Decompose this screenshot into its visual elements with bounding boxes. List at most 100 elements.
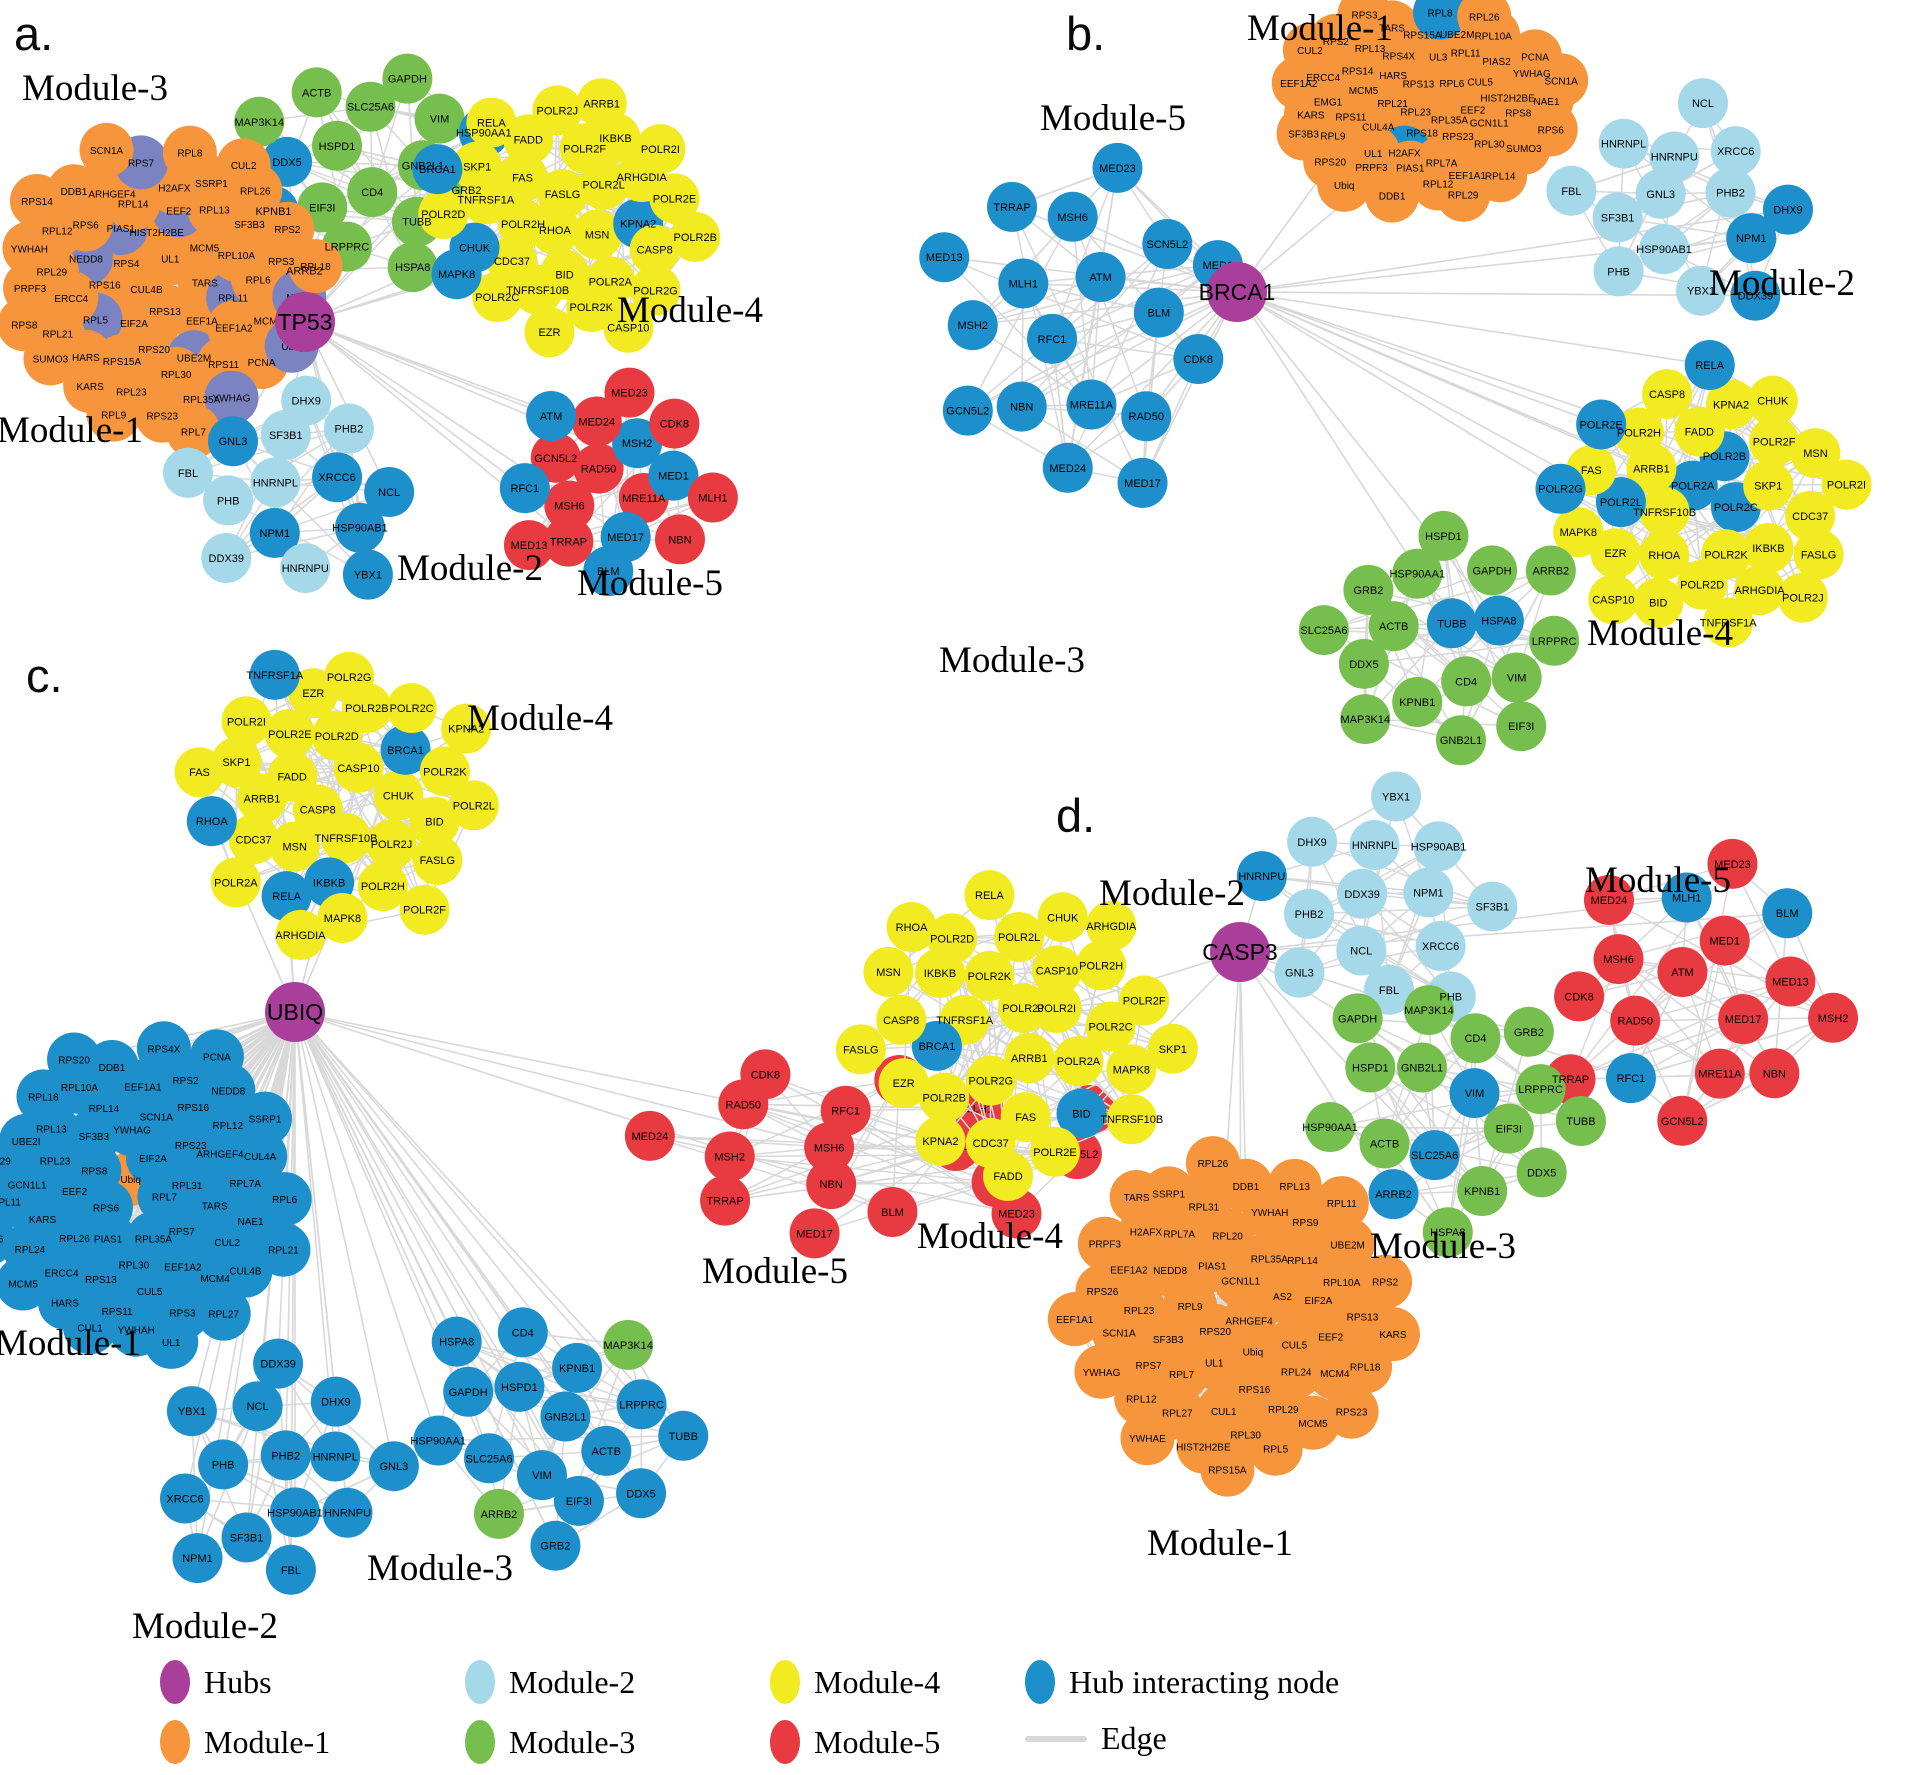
node-SKP1[interactable]	[1743, 460, 1794, 511]
node-POLR2G[interactable]	[1535, 463, 1586, 514]
node-CUL2[interactable]	[216, 138, 271, 193]
node-LRPPRC[interactable]	[1529, 615, 1580, 666]
node-DDB1[interactable]	[1365, 168, 1420, 223]
node-MLH1[interactable]	[1661, 872, 1712, 923]
node-NBN[interactable]	[806, 1159, 857, 1210]
node-TRRAP[interactable]	[987, 181, 1038, 232]
node-RPL8[interactable]	[1413, 0, 1468, 40]
node-HNRNPU[interactable]	[1649, 131, 1700, 182]
node-UBE2M[interactable]	[1320, 1217, 1375, 1272]
node-SCN5L2[interactable]	[1142, 219, 1193, 270]
node-VIM[interactable]	[1449, 1068, 1500, 1119]
node-ATM[interactable]	[1075, 252, 1126, 303]
node-NPM1[interactable]	[172, 1533, 223, 1584]
node-MSH2[interactable]	[1808, 992, 1859, 1043]
node-XRCC6[interactable]	[312, 452, 363, 503]
node-MED13[interactable]	[503, 520, 554, 571]
node-MED13[interactable]	[919, 232, 970, 283]
node-RPS14[interactable]	[9, 173, 64, 228]
node-KPNB1[interactable]	[552, 1342, 603, 1393]
node-RAD50[interactable]	[573, 443, 624, 494]
node-RPL6[interactable]	[257, 1172, 312, 1227]
node-DHX9[interactable]	[1287, 816, 1338, 867]
node-POLR2F[interactable]	[399, 884, 450, 935]
node-HSPA8[interactable]	[1473, 595, 1524, 646]
node-ACTB[interactable]	[1368, 601, 1419, 652]
node-GNL3[interactable]	[1274, 947, 1325, 998]
node-MED23[interactable]	[604, 367, 655, 418]
node-GNL3[interactable]	[208, 416, 259, 467]
node-POLR2H[interactable]	[1613, 407, 1664, 458]
node-TNFRSF10B[interactable]	[1639, 486, 1690, 537]
node-MSN[interactable]	[269, 821, 320, 872]
node-BID[interactable]	[1633, 577, 1684, 628]
node-ARRB1[interactable]	[1004, 1033, 1055, 1084]
node-POLR2I[interactable]	[1031, 982, 1082, 1033]
hub-TP53[interactable]	[275, 292, 335, 352]
node-POLR2J[interactable]	[366, 819, 417, 870]
node-POLR2L[interactable]	[994, 912, 1045, 963]
node-POLR2H[interactable]	[357, 861, 408, 912]
node-SF3B1[interactable]	[1467, 881, 1518, 932]
node-CDC37[interactable]	[1785, 490, 1836, 541]
node-GCN5L2[interactable]	[1657, 1095, 1708, 1146]
node-IKBKB[interactable]	[1743, 523, 1794, 574]
node-RFC1[interactable]	[820, 1085, 871, 1136]
node-POLR2D[interactable]	[418, 189, 469, 240]
node-NBN[interactable]	[654, 514, 705, 565]
node-TARS[interactable]	[1109, 1170, 1164, 1225]
node-HSP90AA1[interactable]	[413, 1415, 464, 1466]
node-HSPD1[interactable]	[1345, 1042, 1396, 1093]
node-GCN5L2[interactable]	[530, 432, 581, 483]
node-NPM1[interactable]	[249, 507, 300, 558]
node-RPS2[interactable]	[1358, 1254, 1413, 1309]
node-CD4[interactable]	[1441, 656, 1492, 707]
node-HSPA8[interactable]	[387, 242, 438, 293]
node-MAPK8[interactable]	[317, 892, 368, 943]
node-POLR2I[interactable]	[635, 124, 686, 175]
node-HNRNPU[interactable]	[1236, 851, 1287, 902]
node-EIF3I[interactable]	[553, 1475, 604, 1526]
node-RPL12[interactable]	[1114, 1371, 1169, 1426]
node-TNFRSF10B[interactable]	[512, 264, 563, 315]
node-POLR2F[interactable]	[1119, 975, 1170, 1026]
node-MCM5[interactable]	[0, 1256, 51, 1311]
node-HNRNPL[interactable]	[1349, 819, 1400, 870]
node-ARRB1[interactable]	[576, 78, 627, 129]
node-GNB2L1[interactable]	[1396, 1042, 1447, 1093]
node-YWHAG[interactable]	[1074, 1344, 1129, 1399]
node-BLM[interactable]	[867, 1186, 918, 1237]
node-RELA[interactable]	[1684, 339, 1735, 390]
node-CHUK[interactable]	[1747, 375, 1798, 426]
node-POLR2L[interactable]	[448, 780, 499, 831]
node-BLM[interactable]	[1133, 287, 1184, 338]
node-RPS20[interactable]	[47, 1032, 102, 1087]
node-HNRNPU[interactable]	[280, 543, 331, 594]
node-NBN[interactable]	[996, 381, 1047, 432]
node-TUBB[interactable]	[1555, 1095, 1606, 1146]
node-BRCA1[interactable]	[380, 724, 431, 775]
node-SKP1[interactable]	[452, 141, 503, 192]
node-CUL1[interactable]	[63, 1300, 118, 1355]
node-TUBB[interactable]	[1426, 598, 1477, 649]
node-DDX39[interactable]	[1730, 270, 1781, 321]
node-PHB2[interactable]	[1705, 167, 1756, 218]
node-ACTB[interactable]	[581, 1425, 632, 1476]
node-MED17[interactable]	[789, 1208, 840, 1259]
node-HSPA8[interactable]	[1422, 1207, 1473, 1258]
node-MED17[interactable]	[1117, 457, 1168, 508]
node-MED1[interactable]	[648, 450, 699, 501]
node-PHB2[interactable]	[1284, 888, 1335, 939]
node-XRCC6[interactable]	[160, 1473, 211, 1524]
node-CDK8[interactable]	[1173, 334, 1224, 385]
node-FBL[interactable]	[265, 1544, 316, 1595]
node-POLR2K[interactable]	[419, 746, 470, 797]
node-CD4[interactable]	[1450, 1013, 1501, 1064]
node-MED24[interactable]	[571, 396, 622, 447]
node-SF3B1[interactable]	[221, 1512, 272, 1563]
node-POLR2K[interactable]	[964, 950, 1015, 1001]
node-POLR2E[interactable]	[264, 708, 315, 759]
node-MED23[interactable]	[991, 1188, 1042, 1239]
node-TRRAP[interactable]	[700, 1175, 751, 1226]
node-SLC25A6[interactable]	[1409, 1130, 1460, 1181]
